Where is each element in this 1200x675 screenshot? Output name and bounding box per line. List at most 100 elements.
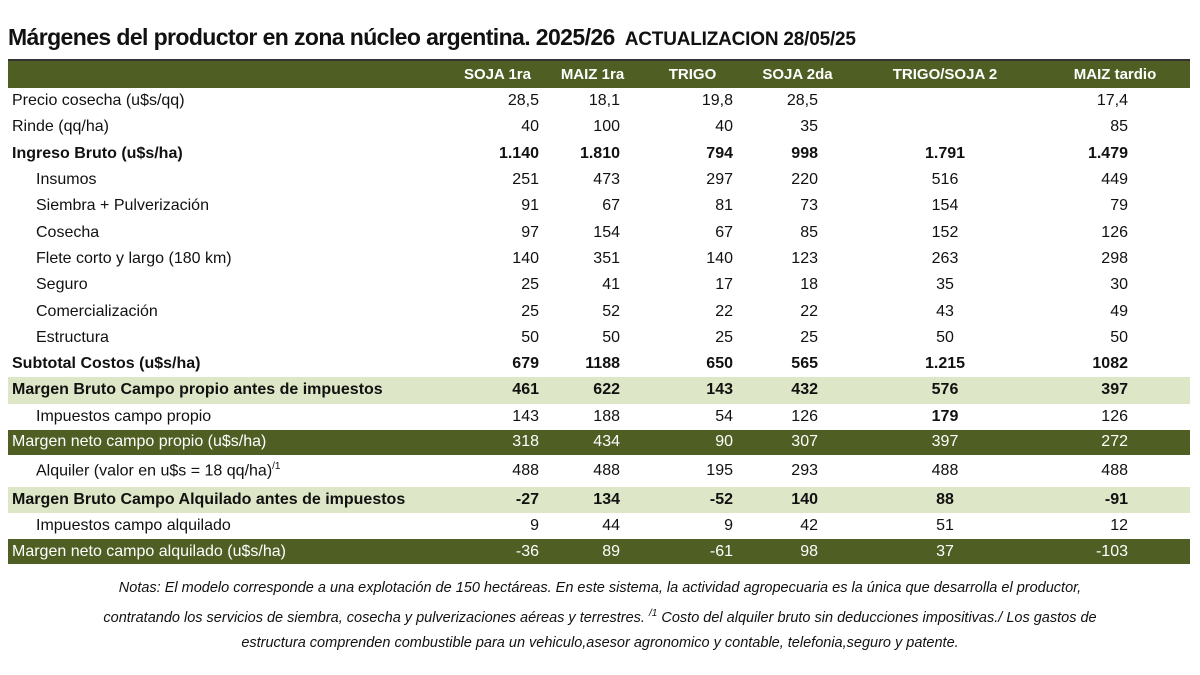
- table-cell: 49: [1110, 302, 1128, 320]
- table-cell: 126: [1101, 407, 1128, 425]
- column-header: MAIZ tardio: [1040, 59, 1190, 88]
- table-cell: 40: [715, 118, 733, 136]
- notes-line-2: contratando los servicios de siembra, co…: [0, 601, 1200, 631]
- table-cell: 22: [800, 302, 818, 320]
- table-cell: 297: [706, 171, 733, 189]
- table-cell: 272: [1040, 429, 1190, 455]
- row-label-text: Siembra + Pulverización: [36, 197, 209, 215]
- table-cell: 89: [545, 539, 640, 565]
- table-row: Siembra + Pulverización 91 67 81 73 154 79: [8, 193, 1190, 219]
- table-cell: 473: [593, 171, 620, 189]
- table-cell: 397: [850, 429, 1040, 455]
- table-row: Margen Bruto Campo propio antes de impue…: [8, 377, 1190, 404]
- table-row: Alquiler (valor en u$s = 18 qq/ha)/1 488 4…: [8, 455, 1190, 487]
- table-cell: 1.791: [924, 144, 966, 162]
- footnote-marker: /1: [649, 608, 658, 619]
- table-cell: 37: [850, 539, 1040, 565]
- table-cell: 154: [593, 223, 620, 241]
- row-label: Flete corto y largo (180 km): [8, 246, 450, 272]
- table-cell: 19,8: [701, 92, 733, 110]
- update-date: ACTUALIZACION 28/05/25: [624, 29, 856, 50]
- table-cell: 25: [715, 328, 733, 346]
- table-cell: 50: [936, 328, 954, 346]
- table-cell: 9: [724, 517, 733, 535]
- table-cell: 143: [640, 377, 745, 404]
- table-row: Cosecha 97 154 67 85 152 126: [8, 219, 1190, 245]
- table-cell: 44: [602, 517, 620, 535]
- table-cell: 98: [745, 539, 850, 565]
- table-cell: 622: [545, 377, 640, 404]
- table-cell: 18: [800, 276, 818, 294]
- table-row: Margen Bruto Campo Alquilado antes de im…: [8, 486, 1190, 514]
- column-header-empty: [8, 59, 450, 88]
- notes-line-3: estructura comprenden combustible para u…: [241, 634, 959, 651]
- table-cell: 35: [800, 118, 818, 136]
- table-cell: -27: [450, 486, 545, 514]
- table-row: Precio cosecha (u$s/qq) 28,5 18,1 19,8 28,5 1…: [8, 88, 1190, 114]
- row-label-text: Margen neto campo propio (u$s/ha): [12, 433, 267, 451]
- table-cell: -91: [1040, 486, 1190, 514]
- table-cell: 35: [936, 276, 954, 294]
- row-label: Margen Bruto Campo propio antes de impue…: [8, 377, 450, 404]
- table-cell: 195: [706, 461, 733, 479]
- row-label-text: Flete corto y largo (180 km): [36, 249, 232, 267]
- table-row: Margen neto campo propio (u$s/ha) 318 434 9…: [8, 429, 1190, 455]
- table-cell: 143: [512, 407, 539, 425]
- table-row: Flete corto y largo (180 km) 140 351 140 123…: [8, 246, 1190, 272]
- table-cell: 41: [602, 276, 620, 294]
- notes: Notas: El modelo corresponde a una explo…: [0, 576, 1200, 656]
- table-cell: 565: [791, 355, 818, 373]
- row-label: Margen neto campo alquilado (u$s/ha): [8, 539, 450, 565]
- table-cell: 998: [791, 144, 818, 162]
- table-cell: 67: [602, 197, 620, 215]
- table-cell: 251: [512, 171, 539, 189]
- table-row: Impuestos campo alquilado 9 44 9 42 51 12: [8, 513, 1190, 539]
- row-label: Siembra + Pulverización: [8, 193, 450, 219]
- table-cell: 52: [602, 302, 620, 320]
- row-label-text: Impuestos campo alquilado: [36, 517, 231, 535]
- table-cell: -52: [640, 486, 745, 514]
- row-label: Precio cosecha (u$s/qq): [8, 88, 450, 114]
- table-cell: 179: [931, 407, 959, 425]
- row-label: Estructura: [8, 325, 450, 351]
- row-label-text: Impuestos campo propio: [36, 407, 212, 425]
- table-cell: 91: [521, 197, 539, 215]
- table-row: Margen neto campo alquilado (u$s/ha) -36 8…: [8, 539, 1190, 565]
- table-cell: 1.810: [579, 144, 620, 162]
- table-cell: 88: [850, 486, 1040, 514]
- row-label-text: Margen Bruto Campo propio antes de impue…: [12, 381, 383, 399]
- table-cell: 42: [800, 517, 818, 535]
- margins-table: SOJA 1ra MAIZ 1ra TRIGO SOJA 2da TRIGO/SOJA …: [8, 59, 1190, 565]
- table-cell: 18,1: [588, 92, 620, 110]
- table-cell: 449: [1101, 171, 1128, 189]
- table-cell: 488: [931, 461, 959, 479]
- table-cell: 140: [706, 249, 733, 267]
- table-cell: 679: [512, 355, 539, 373]
- table-cell: 1188: [585, 355, 620, 373]
- table-cell: 50: [602, 328, 620, 346]
- row-label: Alquiler (valor en u$s = 18 qq/ha)/1: [8, 455, 450, 487]
- table-cell: 1.140: [498, 144, 539, 162]
- table-cell: 54: [715, 407, 733, 425]
- row-label-text: Precio cosecha (u$s/qq): [12, 92, 185, 110]
- footnote-marker: /1: [272, 461, 281, 473]
- table-cell: 25: [521, 302, 539, 320]
- table-row: Seguro 25 41 17 18 35 30: [8, 272, 1190, 298]
- row-label: Subtotal Costos (u$s/ha): [8, 351, 450, 377]
- row-label: Impuestos campo propio: [8, 404, 450, 430]
- table-cell: 318: [450, 429, 545, 455]
- row-label: Seguro: [8, 272, 450, 298]
- row-label: Ingreso Bruto (u$s/ha): [8, 141, 450, 167]
- page-title: Márgenes del productor en zona núcleo ar…: [8, 24, 856, 51]
- row-label-text: Seguro: [36, 276, 88, 294]
- table-row: Ingreso Bruto (u$s/ha) 1.140 1.810 794 998 1.…: [8, 141, 1190, 167]
- row-label-text: Cosecha: [36, 223, 100, 241]
- table-cell: 516: [931, 171, 959, 189]
- table-cell: 298: [1101, 249, 1128, 267]
- table-row: Insumos 251 473 297 220 516 449: [8, 167, 1190, 193]
- table-cell: 188: [593, 407, 620, 425]
- table-cell: 397: [1040, 377, 1190, 404]
- table-cell: 67: [715, 223, 733, 241]
- table-cell: 154: [931, 197, 959, 215]
- column-header: SOJA 2da: [745, 59, 850, 88]
